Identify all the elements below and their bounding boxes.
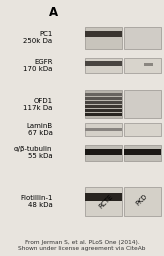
Bar: [85, 98, 122, 100]
Bar: [124, 58, 161, 73]
Bar: [85, 27, 122, 49]
Bar: [85, 123, 122, 136]
Text: RCTE: RCTE: [98, 193, 114, 210]
Bar: [124, 90, 161, 118]
Bar: [124, 123, 161, 136]
Bar: [85, 187, 122, 216]
Text: LaminB
67 kDa: LaminB 67 kDa: [26, 123, 52, 136]
Bar: [85, 93, 122, 96]
Bar: [124, 27, 161, 49]
Text: From Jerman S, et al. PLoS One (2014).
Shown under license agreement via CiteAb: From Jerman S, et al. PLoS One (2014). S…: [18, 240, 146, 251]
Bar: [85, 145, 122, 161]
Bar: [85, 105, 122, 108]
Bar: [85, 90, 122, 118]
Text: Flotillin-1
48 kDa: Flotillin-1 48 kDa: [20, 195, 52, 208]
Bar: [85, 61, 122, 66]
Bar: [85, 109, 122, 112]
Text: PC1
250k Da: PC1 250k Da: [23, 31, 52, 44]
Text: A: A: [49, 6, 58, 19]
Bar: [85, 30, 122, 37]
Text: PKD: PKD: [134, 193, 148, 207]
Text: OFD1
117k Da: OFD1 117k Da: [23, 98, 52, 111]
Bar: [124, 145, 161, 161]
Bar: [85, 193, 122, 201]
Text: EGFR
170 kDa: EGFR 170 kDa: [23, 59, 52, 72]
Bar: [124, 149, 161, 155]
Bar: [85, 58, 122, 73]
Bar: [85, 149, 122, 155]
Bar: [144, 63, 153, 66]
Bar: [85, 128, 122, 131]
Text: α/β-tubulin
55 kDa: α/β-tubulin 55 kDa: [14, 146, 52, 159]
Bar: [124, 187, 161, 216]
Bar: [85, 101, 122, 104]
Bar: [85, 113, 122, 116]
